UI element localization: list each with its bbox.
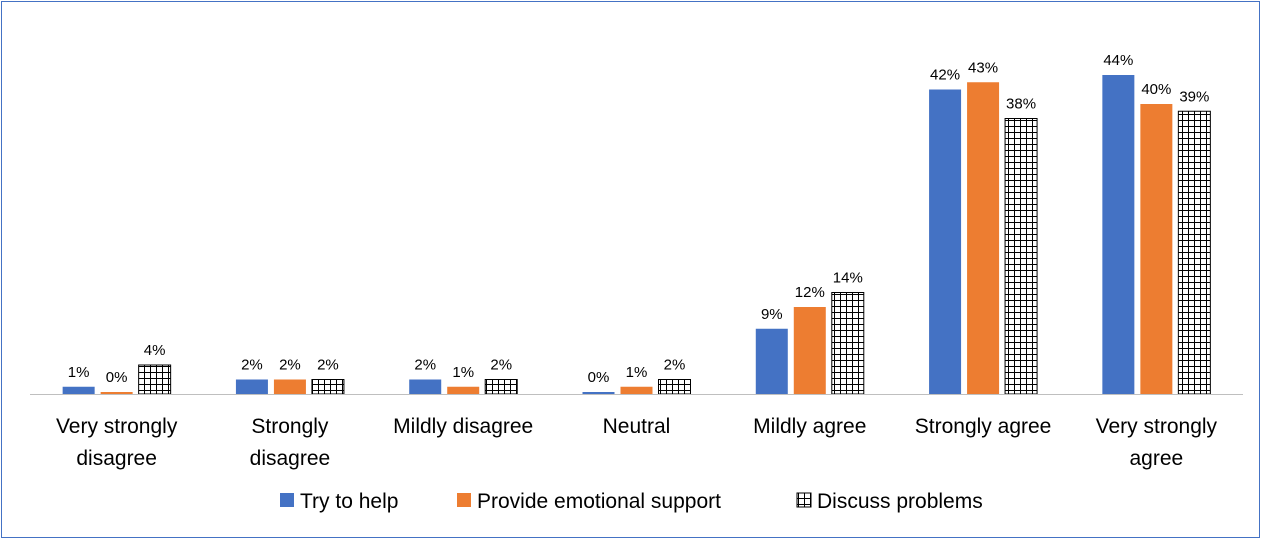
legend-label-3: Discuss problems <box>817 490 983 513</box>
data-label: 1% <box>626 364 648 381</box>
bar-labels-group: 1% 0% 4% 2% 2% 2% 2% 1% 2% 0% 1% 2% 9% 12% 14% 42% 43% 38… <box>68 52 1210 386</box>
data-label: 2% <box>414 357 436 374</box>
bar-2-4 <box>620 386 653 394</box>
bar-1-3 <box>409 379 442 394</box>
category-label: Strongly disagree <box>250 415 331 470</box>
legend-label-1: Try to help <box>300 490 398 513</box>
bar-2-5 <box>793 307 826 394</box>
bar-1-7 <box>1102 75 1135 394</box>
legend-swatch-3 <box>796 492 812 508</box>
category-label: Mildly agree <box>753 415 866 438</box>
category-label-line: Strongly agree <box>915 415 1052 438</box>
category-label-line: Strongly <box>251 415 329 438</box>
data-label: 1% <box>68 364 90 381</box>
data-label: 2% <box>664 357 686 374</box>
category-label: Mildly disagree <box>393 415 533 438</box>
category-label: Very strongly agree <box>1096 415 1218 470</box>
bar-1-5 <box>755 328 788 394</box>
data-label: 2% <box>317 357 339 374</box>
data-label: 40% <box>1141 81 1171 98</box>
category-label-line: Mildly disagree <box>393 415 533 438</box>
bar-1-2 <box>235 379 268 394</box>
bars-group <box>62 75 1211 395</box>
data-label: 2% <box>279 357 301 374</box>
data-label: 0% <box>106 369 128 386</box>
category-label: Strongly agree <box>915 415 1052 438</box>
legend-swatch-1 <box>280 493 294 507</box>
legend-label-2: Provide emotional support <box>477 490 721 513</box>
legend-swatch-2 <box>457 493 471 507</box>
bar-3-3 <box>484 379 518 395</box>
data-label: 12% <box>795 284 825 301</box>
data-label: 9% <box>761 306 783 323</box>
bar-1-4 <box>582 392 615 394</box>
category-label-line: disagree <box>250 447 331 470</box>
data-label: 38% <box>1006 96 1036 113</box>
data-label: 2% <box>241 357 263 374</box>
category-label-line: Very strongly <box>1096 415 1218 438</box>
legend: Try to help Provide emotional support Disc… <box>280 490 983 513</box>
data-label: 1% <box>452 364 474 381</box>
bar-2-2 <box>273 379 306 394</box>
bar-2-1 <box>100 392 133 394</box>
bar-3-7 <box>1177 110 1211 395</box>
bar-3-4 <box>658 379 691 395</box>
data-label: 39% <box>1179 88 1209 105</box>
category-label-line: Mildly agree <box>753 415 866 438</box>
category-label-line: agree <box>1129 447 1183 470</box>
category-label-line: disagree <box>76 447 157 470</box>
bar-1-6 <box>929 89 962 394</box>
bar-3-2 <box>311 379 345 395</box>
data-label: 14% <box>833 270 863 287</box>
data-label: 42% <box>930 67 960 84</box>
category-labels-group: Very strongly disagree Strongly disagree Mil… <box>56 415 1218 470</box>
bar-3-6 <box>1004 118 1038 395</box>
bar-1-1 <box>62 386 95 394</box>
bar-2-3 <box>447 386 480 394</box>
category-label-line: Neutral <box>603 415 671 438</box>
data-label: 0% <box>588 369 610 386</box>
category-label: Neutral <box>603 415 671 438</box>
bar-2-6 <box>967 82 1000 394</box>
data-label: 2% <box>490 357 512 374</box>
category-label: Very strongly disagree <box>56 415 178 470</box>
bar-3-1 <box>138 364 172 395</box>
data-label: 4% <box>144 342 166 359</box>
bar-2-7 <box>1140 104 1173 394</box>
data-label: 43% <box>968 59 998 76</box>
bar-3-5 <box>831 292 865 395</box>
category-label-line: Very strongly <box>56 415 178 438</box>
data-label: 44% <box>1103 52 1133 69</box>
